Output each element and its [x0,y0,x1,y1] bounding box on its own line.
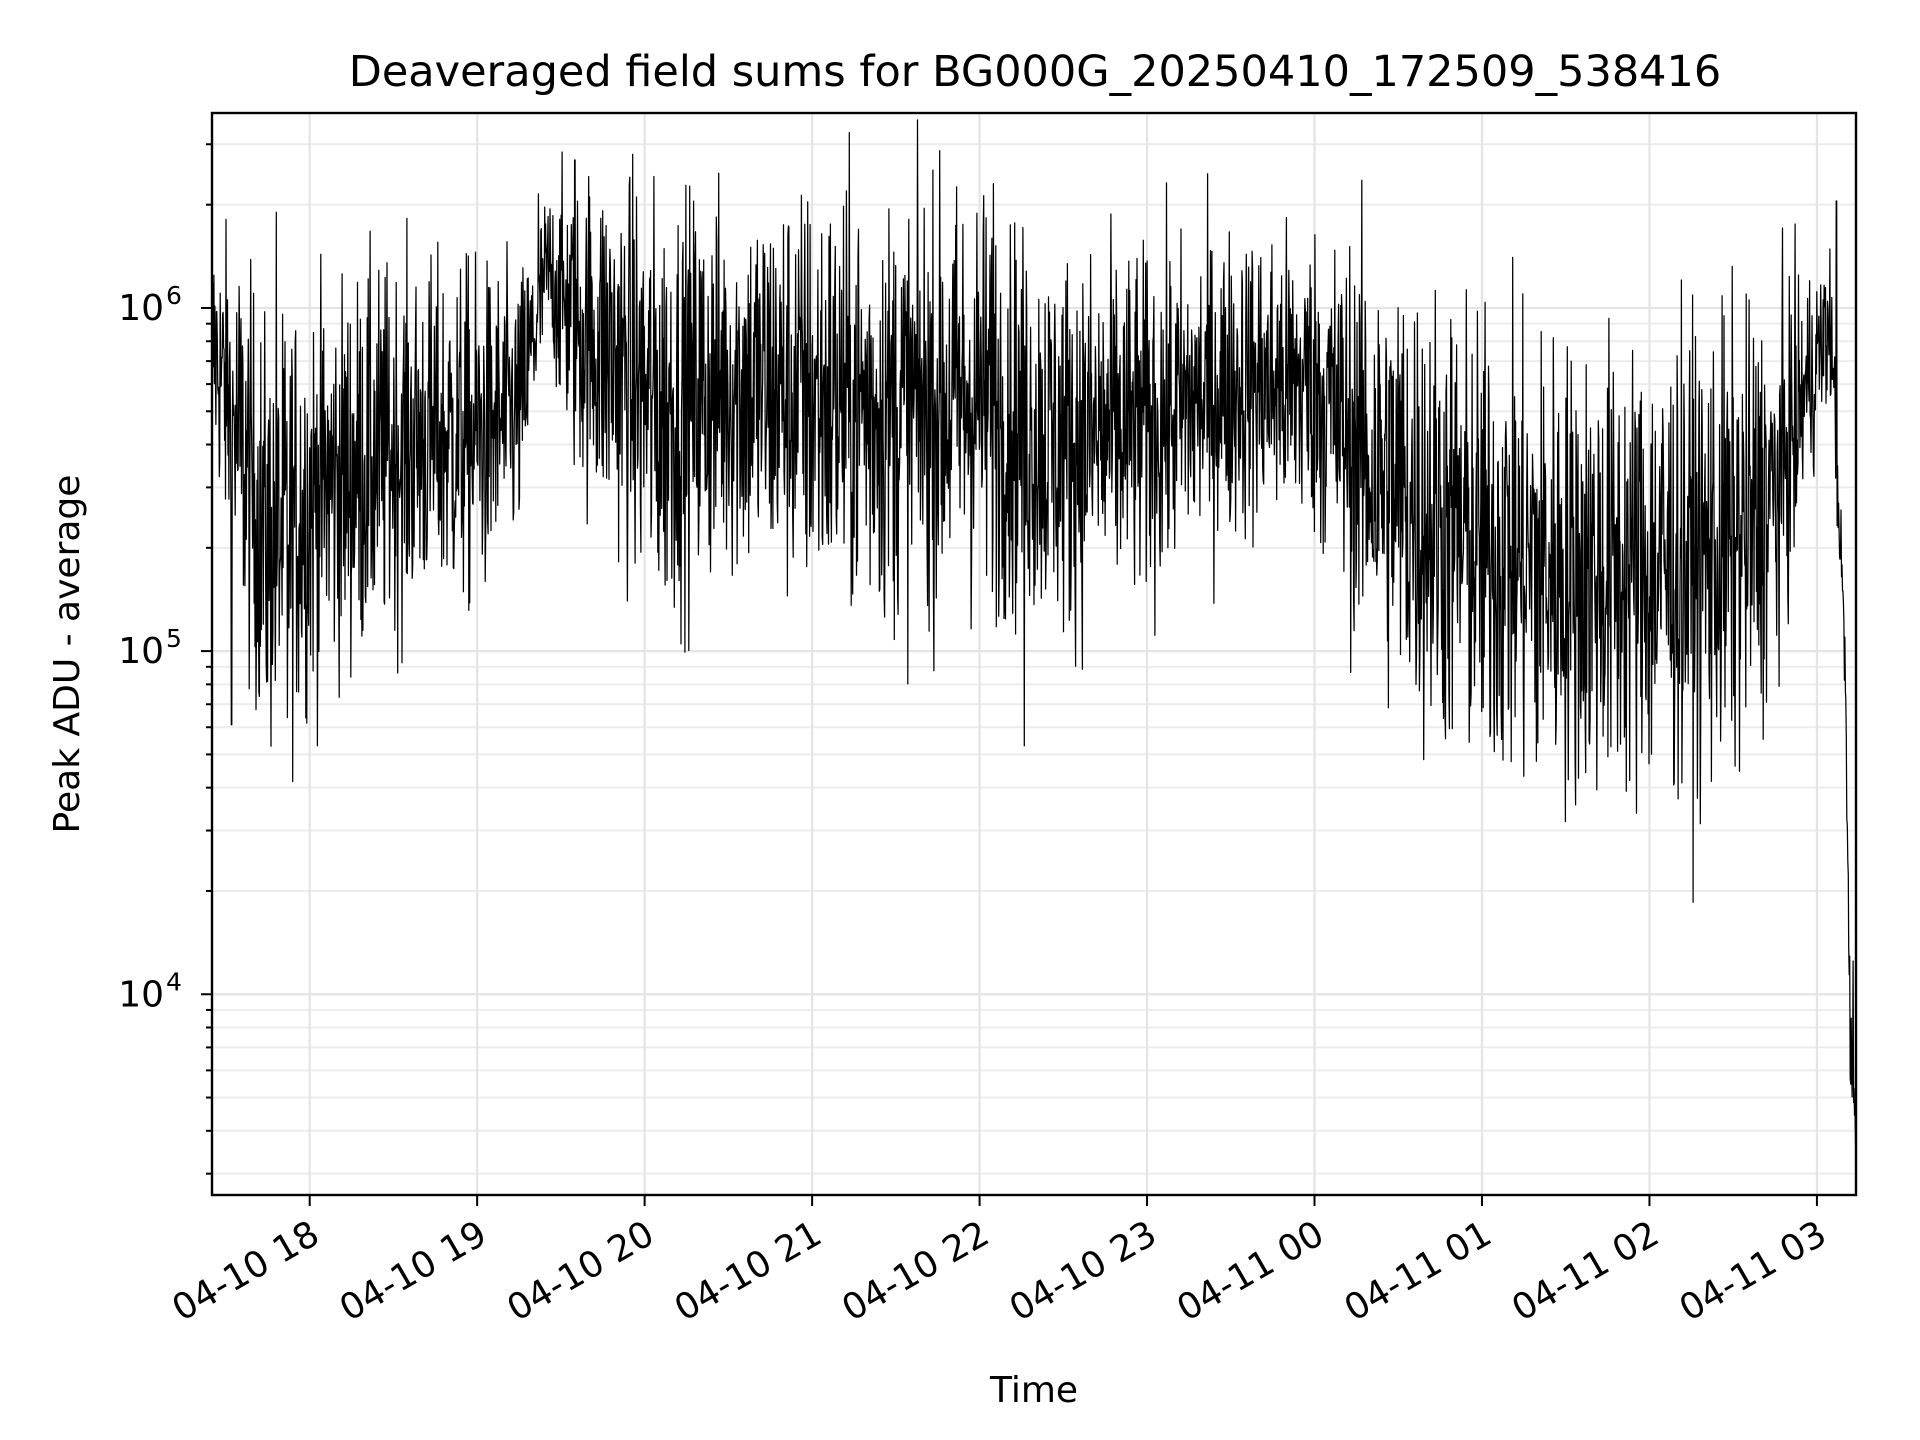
y-tick-label: 10 [118,288,164,329]
x-axis-label: Time [989,1370,1078,1411]
plot-frame [210,111,1858,1197]
y-tick-label: 10 [118,974,164,1015]
y-tick-exponent: 5 [166,624,182,653]
y-tick-exponent: 6 [166,281,182,310]
series-layer [211,119,1857,1155]
y-tick-label: 10 [118,631,164,672]
chart-title: Deaveraged field sums for BG000G_2025041… [349,47,1722,97]
series-line [211,119,1857,1155]
grid [212,113,1856,1195]
y-tick-exponent: 4 [166,967,182,996]
y-axis-label: Peak ADU - average [47,475,88,834]
